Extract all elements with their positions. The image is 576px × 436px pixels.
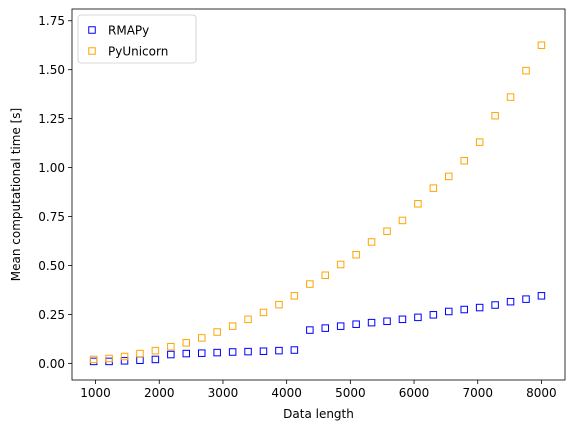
plot-frame — [71, 8, 566, 381]
data-point-pyunicorn — [182, 339, 191, 347]
y-axis-label: Mean computational time [s] — [9, 108, 23, 281]
y-tick-label: 0.25 — [38, 308, 65, 322]
data-point-pyunicorn — [213, 328, 221, 336]
data-point-pyunicorn — [352, 250, 360, 259]
x-tick-label: 2000 — [144, 386, 175, 400]
data-point-pyunicorn — [429, 184, 438, 192]
data-point-pyunicorn — [259, 308, 268, 317]
data-point-rmapy — [367, 318, 376, 327]
data-point-rmapy — [321, 324, 330, 332]
data-point-rmapy — [197, 349, 206, 357]
data-point-rmapy — [383, 317, 391, 326]
data-point-pyunicorn — [398, 216, 407, 225]
data-point-pyunicorn — [275, 300, 283, 309]
x-tick-label: 7000 — [462, 386, 493, 400]
data-point-rmapy — [89, 357, 98, 366]
x-tick-label: 3000 — [208, 386, 239, 400]
data-point-rmapy — [306, 326, 314, 334]
x-tick-label: 1000 — [80, 386, 111, 400]
legend-marker — [88, 47, 96, 55]
data-point-rmapy — [414, 313, 422, 322]
data-point-rmapy — [290, 346, 299, 354]
data-point-pyunicorn — [522, 66, 530, 75]
data-point-pyunicorn — [167, 342, 175, 351]
data-point-pyunicorn — [105, 354, 113, 363]
legend-label: PyUnicorn — [108, 45, 168, 59]
data-point-rmapy — [352, 320, 360, 328]
data-point-rmapy — [460, 305, 468, 314]
data-point-rmapy — [475, 303, 484, 312]
data-point-pyunicorn — [475, 138, 484, 146]
data-point-rmapy — [336, 322, 345, 330]
data-point-rmapy — [537, 292, 546, 300]
legend-marker — [88, 26, 96, 34]
x-tick-label: 4000 — [271, 386, 302, 400]
data-point-pyunicorn — [445, 172, 453, 181]
y-tick-label: 0.00 — [38, 357, 65, 371]
legend-box — [77, 14, 197, 64]
x-tick-label: 8000 — [526, 386, 557, 400]
data-point-rmapy — [522, 295, 530, 303]
data-point-pyunicorn — [367, 238, 376, 246]
data-point-rmapy — [429, 311, 438, 319]
data-point-rmapy — [120, 357, 129, 365]
data-point-pyunicorn — [228, 322, 237, 330]
data-point-rmapy — [151, 355, 160, 364]
legend-label: RMAPy — [108, 24, 149, 38]
data-point-pyunicorn — [89, 355, 98, 364]
data-point-pyunicorn — [290, 292, 299, 300]
data-point-pyunicorn — [120, 352, 129, 361]
x-tick-label: 5000 — [335, 386, 366, 400]
data-point-rmapy — [167, 350, 175, 359]
x-tick-label: 6000 — [399, 386, 430, 400]
data-point-pyunicorn — [537, 41, 546, 49]
data-point-rmapy — [244, 347, 252, 356]
data-point-rmapy — [213, 348, 221, 357]
data-point-pyunicorn — [151, 346, 160, 355]
y-tick-label: 1.25 — [38, 112, 65, 126]
data-point-pyunicorn — [197, 334, 206, 342]
data-point-rmapy — [491, 301, 499, 309]
y-tick-label: 1.00 — [38, 161, 65, 175]
data-point-rmapy — [259, 347, 268, 355]
data-point-pyunicorn — [506, 93, 515, 101]
y-tick-label: 0.75 — [38, 210, 65, 224]
data-point-pyunicorn — [414, 200, 422, 208]
data-point-rmapy — [506, 297, 515, 306]
y-tick-label: 1.50 — [38, 63, 65, 77]
data-point-pyunicorn — [491, 111, 499, 120]
data-point-pyunicorn — [383, 227, 391, 235]
data-point-rmapy — [182, 349, 191, 358]
data-point-pyunicorn — [306, 280, 314, 288]
data-point-pyunicorn — [244, 315, 252, 324]
data-point-pyunicorn — [460, 156, 468, 165]
x-axis-label: Data length — [283, 407, 354, 421]
data-point-pyunicorn — [336, 260, 345, 269]
data-point-rmapy — [228, 348, 237, 356]
data-point-pyunicorn — [321, 271, 330, 280]
data-point-rmapy — [275, 346, 283, 355]
data-point-rmapy — [398, 315, 407, 324]
data-point-rmapy — [136, 356, 144, 364]
y-tick-label: 0.50 — [38, 259, 65, 273]
data-point-pyunicorn — [136, 349, 144, 358]
y-tick-label: 1.75 — [38, 14, 65, 28]
data-point-rmapy — [445, 307, 453, 316]
